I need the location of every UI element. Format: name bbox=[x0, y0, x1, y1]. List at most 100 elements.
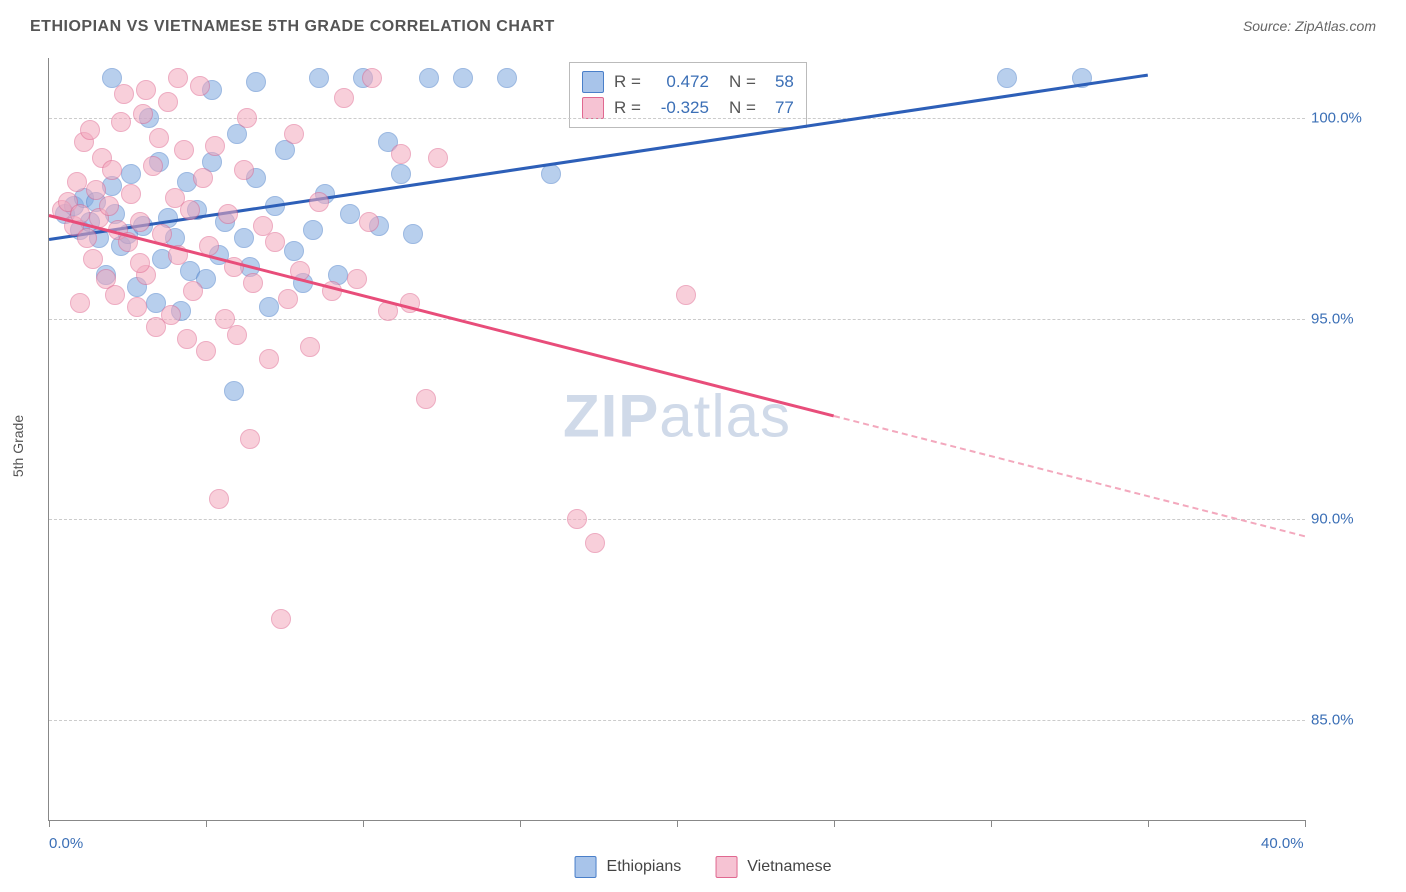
data-point bbox=[391, 164, 411, 184]
legend-item: Ethiopians bbox=[575, 856, 682, 878]
data-point bbox=[77, 228, 97, 248]
data-point bbox=[121, 164, 141, 184]
data-point bbox=[99, 196, 119, 216]
data-point bbox=[497, 68, 517, 88]
data-point bbox=[359, 212, 379, 232]
data-point bbox=[121, 184, 141, 204]
gridline bbox=[49, 519, 1305, 520]
data-point bbox=[240, 429, 260, 449]
data-point bbox=[130, 253, 150, 273]
data-point bbox=[453, 68, 473, 88]
data-point bbox=[237, 108, 257, 128]
data-point bbox=[278, 289, 298, 309]
watermark: ZIPatlas bbox=[563, 382, 791, 451]
data-point bbox=[271, 609, 291, 629]
legend-swatch bbox=[575, 856, 597, 878]
y-tick-label: 90.0% bbox=[1311, 511, 1391, 528]
data-point bbox=[259, 349, 279, 369]
data-point bbox=[227, 325, 247, 345]
data-point bbox=[419, 68, 439, 88]
data-point bbox=[309, 192, 329, 212]
chart-title: ETHIOPIAN VS VIETNAMESE 5TH GRADE CORREL… bbox=[30, 18, 555, 35]
data-point bbox=[243, 273, 263, 293]
data-point bbox=[676, 285, 696, 305]
data-point bbox=[158, 92, 178, 112]
gridline bbox=[49, 319, 1305, 320]
data-point bbox=[83, 249, 103, 269]
x-tick bbox=[49, 820, 50, 827]
x-tick bbox=[1305, 820, 1306, 827]
data-point bbox=[136, 80, 156, 100]
data-point bbox=[428, 148, 448, 168]
data-point bbox=[205, 136, 225, 156]
data-point bbox=[80, 120, 100, 140]
x-tick bbox=[991, 820, 992, 827]
data-point bbox=[67, 172, 87, 192]
y-tick-label: 95.0% bbox=[1311, 310, 1391, 327]
x-tick bbox=[520, 820, 521, 827]
data-point bbox=[234, 228, 254, 248]
data-point bbox=[541, 164, 561, 184]
legend-swatch bbox=[715, 856, 737, 878]
data-point bbox=[180, 200, 200, 220]
data-point bbox=[143, 156, 163, 176]
data-point bbox=[567, 509, 587, 529]
legend-swatch bbox=[582, 97, 604, 119]
data-point bbox=[177, 329, 197, 349]
data-point bbox=[133, 104, 153, 124]
data-point bbox=[284, 124, 304, 144]
data-point bbox=[127, 297, 147, 317]
data-point bbox=[218, 204, 238, 224]
x-tick bbox=[363, 820, 364, 827]
data-point bbox=[196, 341, 216, 361]
gridline bbox=[49, 720, 1305, 721]
x-tick-label: 40.0% bbox=[1261, 835, 1304, 852]
data-point bbox=[102, 160, 122, 180]
data-point bbox=[111, 112, 131, 132]
data-point bbox=[997, 68, 1017, 88]
x-tick bbox=[834, 820, 835, 827]
data-point bbox=[183, 281, 203, 301]
x-tick bbox=[206, 820, 207, 827]
x-tick bbox=[1148, 820, 1149, 827]
data-point bbox=[340, 204, 360, 224]
data-point bbox=[403, 224, 423, 244]
data-point bbox=[259, 297, 279, 317]
data-point bbox=[161, 305, 181, 325]
data-point bbox=[300, 337, 320, 357]
data-point bbox=[284, 241, 304, 261]
stats-row: R =-0.325N =77 bbox=[582, 95, 794, 121]
data-point bbox=[149, 128, 169, 148]
data-point bbox=[114, 84, 134, 104]
y-tick-label: 85.0% bbox=[1311, 711, 1391, 728]
legend-label: Ethiopians bbox=[607, 858, 682, 876]
source-label: Source: ZipAtlas.com bbox=[1243, 18, 1376, 34]
legend-item: Vietnamese bbox=[715, 856, 831, 878]
data-point bbox=[347, 269, 367, 289]
data-point bbox=[105, 285, 125, 305]
data-point bbox=[190, 76, 210, 96]
data-point bbox=[362, 68, 382, 88]
data-point bbox=[234, 160, 254, 180]
legend: Ethiopians Vietnamese bbox=[575, 856, 832, 878]
data-point bbox=[334, 88, 354, 108]
legend-label: Vietnamese bbox=[747, 858, 831, 876]
data-point bbox=[70, 293, 90, 313]
data-point bbox=[265, 232, 285, 252]
data-point bbox=[303, 220, 323, 240]
data-point bbox=[168, 68, 188, 88]
data-point bbox=[246, 72, 266, 92]
legend-swatch bbox=[582, 71, 604, 93]
scatter-plot: ZIPatlas R =0.472N =58R =-0.325N =77 85.… bbox=[48, 58, 1305, 821]
data-point bbox=[193, 168, 213, 188]
y-tick-label: 100.0% bbox=[1311, 110, 1391, 127]
data-point bbox=[309, 68, 329, 88]
data-point bbox=[585, 533, 605, 553]
data-point bbox=[130, 212, 150, 232]
data-point bbox=[416, 389, 436, 409]
x-tick bbox=[677, 820, 678, 827]
y-axis-label: 5th Grade bbox=[10, 415, 26, 477]
x-tick-label: 0.0% bbox=[49, 835, 83, 852]
data-point bbox=[209, 489, 229, 509]
data-point bbox=[391, 144, 411, 164]
